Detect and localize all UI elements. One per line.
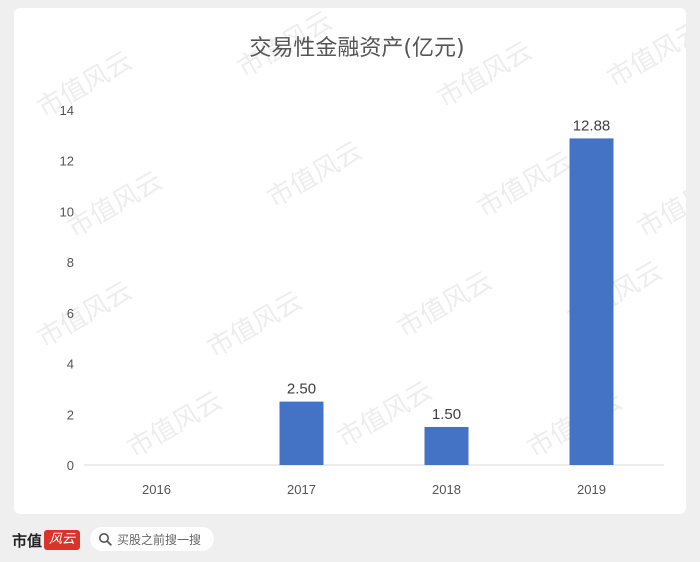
x-tick-label: 2016 (142, 482, 171, 497)
y-tick-label: 4 (67, 357, 74, 372)
search-placeholder: 买股之前搜一搜 (117, 532, 202, 547)
chart-card: 市值风云 市值风云 市值风云 市值风云 市值风云 市值风云 市值风云 市值风云 市值风云 市值风云… (14, 8, 686, 514)
x-tick-label: 2019 (577, 482, 606, 497)
y-tick-label: 10 (60, 204, 74, 219)
data-label: 12.88 (573, 117, 611, 134)
y-tick-label: 8 (67, 255, 74, 270)
y-tick-label: 14 (60, 103, 74, 118)
watermark-text: 市值风云 (603, 16, 687, 94)
brand-logo[interactable]: 市值 风云 (12, 528, 81, 552)
data-label: 2.50 (287, 381, 316, 398)
y-tick-label: 2 (67, 407, 74, 422)
chart-title: 交易性金融资产(亿元) (249, 36, 464, 61)
watermark-text: 市值风云 (263, 136, 368, 214)
footer-bar: 市值 风云 买股之前搜一搜 (0, 520, 700, 562)
watermark-text: 市值风云 (473, 146, 578, 224)
watermark-text: 市值风云 (393, 266, 498, 344)
watermark-text: 市值风云 (203, 286, 308, 364)
y-tick-label: 6 (67, 306, 74, 321)
search-icon (99, 533, 112, 546)
y-tick-label: 12 (60, 154, 74, 169)
x-tick-label: 2018 (432, 482, 461, 497)
watermark-text: 市值风云 (123, 386, 228, 464)
y-tick-label: 0 (67, 458, 74, 473)
watermark-text: 市值风云 (63, 166, 168, 244)
brand-seal: 风云 (44, 530, 81, 550)
axis-layer: 0 2 4 6 8 10 12 14 (60, 103, 664, 473)
x-tick-label: 2017 (287, 482, 316, 497)
search-input[interactable]: 买股之前搜一搜 (90, 527, 214, 551)
bar (279, 401, 324, 465)
bar (569, 138, 614, 465)
brand-text: 市值 (12, 531, 43, 550)
data-label: 1.50 (432, 406, 461, 423)
watermark-text: 市值风云 (633, 166, 687, 244)
watermark-text: 市值风云 (33, 276, 138, 354)
watermark-text: 市值风云 (333, 376, 438, 454)
watermark-text: 市值风云 (33, 46, 138, 124)
bar (424, 426, 469, 465)
bar-layer: 2016 2.50 2017 1.50 2018 12.88 2019 (142, 117, 614, 497)
